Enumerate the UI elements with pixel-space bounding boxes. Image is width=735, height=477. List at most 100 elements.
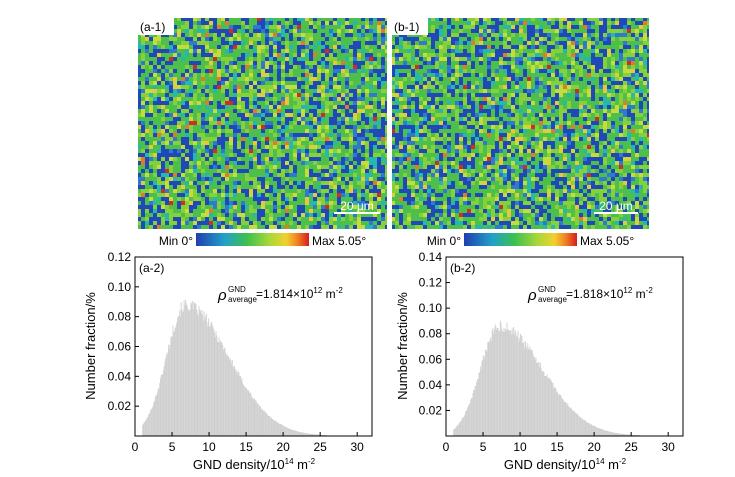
histogram-bar xyxy=(476,381,478,437)
histogram-bar xyxy=(225,355,227,437)
color-legend-b1: Min 0° Max 5.05° xyxy=(427,233,634,248)
histogram-bar xyxy=(199,310,201,437)
y-tick-label: 0.08 xyxy=(108,310,132,324)
histogram-bar xyxy=(155,395,157,437)
histogram-bar xyxy=(258,406,260,437)
rho-superscript: GND xyxy=(538,285,556,294)
histogram-bar xyxy=(157,391,158,437)
histogram-bar xyxy=(184,305,186,437)
x-tick-label: 20 xyxy=(276,440,290,454)
histogram-bar xyxy=(142,424,144,437)
average-value-exp: 12 xyxy=(313,286,322,295)
histogram-bar xyxy=(582,420,584,437)
histogram-bar xyxy=(165,358,167,437)
histogram-bar xyxy=(254,398,255,437)
average-value-text: =1.818×10 xyxy=(566,287,624,301)
histogram-bar xyxy=(228,357,230,437)
panel-label: (a-2) xyxy=(139,261,164,275)
x-tick-label: 10 xyxy=(513,440,527,454)
histogram-bar xyxy=(585,422,587,437)
histogram-bar xyxy=(471,397,473,437)
histogram-bar xyxy=(576,414,578,437)
histogram-bar xyxy=(270,416,272,437)
histogram-bar xyxy=(604,430,606,437)
histogram-bar xyxy=(456,425,458,437)
x-tick-label: 20 xyxy=(587,440,601,454)
histogram-bar xyxy=(602,429,604,437)
histogram-bar xyxy=(609,431,611,437)
histogram-bar xyxy=(254,400,256,437)
histogram-bar xyxy=(223,348,225,437)
histogram-bar xyxy=(173,332,175,437)
histogram-bar xyxy=(271,418,273,437)
histogram-bar xyxy=(491,330,493,437)
histogram-bar xyxy=(169,344,171,437)
histogram-bar xyxy=(168,344,170,437)
histogram-bar xyxy=(601,429,603,437)
histogram-a2: 0.02 0.04 0.06 0.08 0.10 0.12 0 5 10 15 20 25 30 (a… xyxy=(83,250,373,472)
histogram-bar xyxy=(473,390,475,437)
histogram-bar xyxy=(271,419,273,437)
histogram-bar xyxy=(283,426,285,437)
histogram-bar xyxy=(603,430,605,437)
x-tick-label: 15 xyxy=(550,440,564,454)
histogram-bar xyxy=(265,412,267,437)
histogram-bar xyxy=(195,303,197,437)
histogram-bar xyxy=(516,336,518,437)
histogram-bar xyxy=(484,358,486,437)
histogram-bar xyxy=(539,362,541,437)
histogram-bar xyxy=(296,431,298,437)
histogram-bar xyxy=(553,388,555,437)
y-axis-label: Number fraction/% xyxy=(395,292,410,400)
histogram-bar xyxy=(230,360,232,437)
histogram-bar xyxy=(519,333,521,437)
rho-subscript: average xyxy=(538,295,567,304)
histogram-bar xyxy=(568,406,569,437)
histogram-bar xyxy=(281,424,283,437)
histogram-bar xyxy=(513,326,515,437)
histogram-bar xyxy=(146,417,148,437)
y-tick-label: 0.12 xyxy=(419,276,443,290)
histogram-bar xyxy=(197,316,199,437)
histogram-bar xyxy=(510,331,512,437)
x-tick-label: 0 xyxy=(132,440,139,454)
average-value-unit: m xyxy=(636,287,646,301)
y-tick-label: 0.12 xyxy=(108,250,132,264)
histogram-bar xyxy=(197,313,198,437)
histogram-b2: 0.02 0.04 0.06 0.08 0.10 0.12 0.14 0 5 10 15 20 25 3… xyxy=(395,250,684,472)
y-tick-label: 0.02 xyxy=(108,399,132,413)
histogram-bar xyxy=(149,411,151,437)
x-tick-label: 5 xyxy=(480,440,487,454)
histogram-bar xyxy=(142,425,144,437)
histogram-bar xyxy=(453,429,455,437)
histogram-bar xyxy=(529,346,531,437)
histogram-bar xyxy=(244,387,246,437)
histogram-bar xyxy=(162,370,164,437)
histogram-bar xyxy=(263,411,265,437)
histogram-bar xyxy=(288,428,290,437)
histogram-bar xyxy=(472,393,474,437)
histogram-bar xyxy=(478,372,480,437)
histogram-bar xyxy=(575,413,577,437)
histogram-bar xyxy=(188,310,190,437)
histogram-bar xyxy=(189,309,191,437)
histogram-bar xyxy=(499,331,501,437)
x-axis-label-exp: 14 xyxy=(285,457,294,466)
histogram-bar xyxy=(567,403,569,437)
histogram-bar xyxy=(599,428,601,437)
y-tick-label: 0.10 xyxy=(108,280,132,294)
histogram-bar xyxy=(227,355,229,437)
histogram-bar xyxy=(160,375,162,437)
histogram-bar xyxy=(563,401,565,437)
histogram-bar xyxy=(590,424,592,437)
histogram-bar xyxy=(255,400,257,437)
histogram-bar xyxy=(572,410,574,437)
x-axis-label-text: GND density/10 xyxy=(504,457,596,472)
legend-min: Min 0° xyxy=(159,234,193,248)
histogram-bar xyxy=(200,313,202,437)
y-tick-label: 0.06 xyxy=(108,340,132,354)
histogram-bar xyxy=(571,408,572,437)
histogram-bar xyxy=(581,418,583,437)
histogram-bar xyxy=(518,341,520,437)
histogram-bar xyxy=(234,369,236,437)
